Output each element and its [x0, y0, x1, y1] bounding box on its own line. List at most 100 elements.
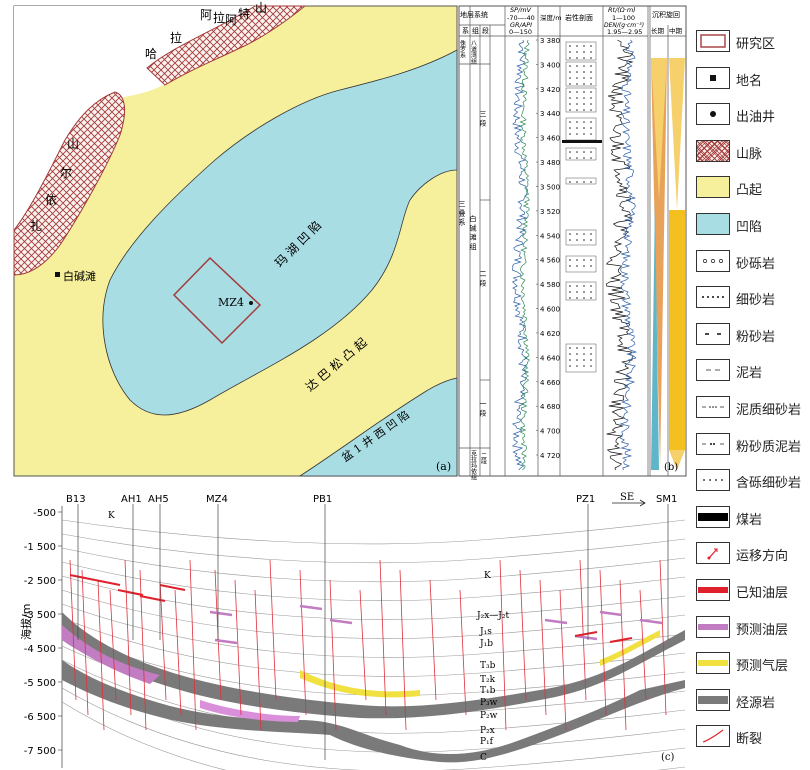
pebbly-sand-icon: [696, 469, 730, 492]
known-oil-lens: [159, 584, 186, 591]
shan-char-2: 依: [45, 192, 57, 207]
badaowan-formation-label: 八道湾组: [470, 40, 477, 64]
well-label-b13: B13: [66, 494, 86, 505]
altai-char-0: 阿: [200, 8, 212, 22]
y-tick-label: -3 500: [24, 610, 56, 621]
fault-line: [97, 579, 105, 731]
coal-layer: [562, 140, 602, 143]
panel-a-map: 阿 阿 拉 特 山 哈 拉 山 尔 依 扎 白碱滩 MZ4 玛 湖 凹 陷 达 …: [13, 1, 458, 477]
log-curves: [511, 39, 638, 471]
fault-line: [429, 579, 437, 701]
legend-label: 凸起: [736, 183, 763, 199]
layer-label: K: [484, 571, 491, 581]
depth-tick: 4 700: [540, 428, 560, 436]
shan-char-0: 山: [67, 137, 79, 151]
pebble-icon: [696, 249, 730, 272]
duan-header: 段: [482, 26, 489, 35]
legend-item: 出油井: [694, 101, 810, 127]
lith-unit: [565, 41, 597, 61]
panel-b-log: 地层系统 系 组 段 SP/mV -70—-40 GR/API 0—150 深度…: [458, 5, 687, 480]
fault-line: [619, 579, 627, 731]
panel-c-section: -500 -1 500 -2 500 -3 500 -4 500 -5 500 -6 500…: [19, 492, 686, 770]
fault-line: [329, 579, 337, 731]
depth-tick: 4 540: [540, 232, 560, 240]
legend-label: 运移方向: [736, 549, 789, 565]
legend-label: 凹陷: [736, 220, 763, 235]
migration-arrow-icon: [696, 542, 730, 565]
fault-line: [379, 559, 387, 716]
legend-item: 含砾细砂岩: [694, 467, 810, 493]
known-oil-lens: [94, 579, 121, 586]
legend-item: 研究区: [694, 28, 810, 54]
legend-item: 山脉: [694, 138, 810, 164]
legend-label: 地名: [736, 73, 763, 89]
source-rock-band-1: [62, 612, 685, 719]
depth-tick: 4 720: [540, 452, 560, 460]
predicted-oil-lens: [574, 634, 598, 641]
layer-label: P₂x: [480, 726, 495, 736]
predicted-oil-icon: [696, 615, 730, 638]
legend-item: 凸起: [694, 174, 810, 200]
xi-header: 系: [462, 26, 469, 35]
legend-label: 粉砂质泥岩: [736, 439, 802, 455]
fault-line: [579, 559, 587, 701]
legend-label: 烃源岩: [736, 695, 776, 711]
y-tick-label: -500: [33, 508, 56, 519]
fault-line: [539, 579, 547, 716]
strata-lines: [61, 519, 686, 770]
depth-header: 深度/m: [540, 13, 562, 22]
layer-label: T₂k: [480, 675, 496, 685]
legend-label: 砂砾岩: [736, 256, 776, 272]
den-range: 1.95—2.95: [607, 28, 642, 36]
sp-curve: [519, 39, 531, 471]
system-label: 三 叠 系: [458, 200, 466, 226]
fault-line: [254, 589, 262, 731]
legend-item: 凹陷: [694, 211, 810, 237]
predicted-oil-lens: [329, 618, 353, 625]
legend-item: 断裂: [694, 723, 810, 749]
fault-line: [109, 589, 117, 701]
y-tick-label: -1 500: [24, 542, 56, 553]
legend-item: 地名: [694, 65, 810, 91]
depth-tick: 4 640: [540, 354, 560, 362]
y-tick-label: -7 500: [24, 746, 56, 757]
gr-header: GR/API: [510, 21, 532, 29]
predicted-oil-lens: [639, 618, 663, 625]
y-tick-label: -5 500: [24, 678, 56, 689]
well-label-mz4: MZ4: [206, 494, 228, 505]
legend-label: 研究区: [736, 37, 776, 52]
layer-label: T₁b: [480, 686, 496, 696]
rt-range: 1—100: [612, 14, 635, 22]
depth-tick: 3 400: [540, 61, 560, 69]
depth-tick: 4 600: [540, 306, 560, 314]
lith-unit: [565, 117, 597, 141]
y-tick-label: -4 500: [24, 644, 56, 655]
oil-well-dot: [249, 301, 253, 305]
long-term-cycle: [651, 58, 667, 470]
y-tick-label: -6 500: [24, 712, 56, 723]
panel-a-tag: (a): [436, 460, 451, 473]
altai-char-3: 特: [238, 6, 250, 21]
fault-line: [499, 559, 507, 731]
known-oil-lens: [139, 595, 166, 602]
depth-tick: 3 460: [540, 135, 560, 143]
fault-line: [189, 559, 197, 731]
lith-unit: [565, 147, 597, 161]
depth-tick: 4 660: [540, 379, 560, 387]
legend-label: 细砂岩: [736, 293, 776, 309]
sp-range: -70—-40: [507, 14, 535, 22]
legend-label: 断裂: [736, 732, 763, 748]
legend-label: 出油井: [736, 110, 776, 126]
well-label-ah5: AH5: [148, 494, 169, 505]
legend-item: 预测气层: [694, 650, 810, 676]
depth-tick: 3 440: [540, 110, 560, 118]
depth-tick: 3 380: [540, 37, 560, 45]
layer-label: J₂x—J₂t: [476, 611, 510, 621]
source-rock-icon: [696, 688, 730, 711]
predicted-oil-lens: [209, 610, 233, 617]
predicted-oil-lens: [544, 618, 568, 625]
legend-item: 细砂岩: [694, 284, 810, 310]
well-label-pz1: PZ1: [576, 494, 595, 505]
blue-fill-icon: [696, 213, 730, 235]
